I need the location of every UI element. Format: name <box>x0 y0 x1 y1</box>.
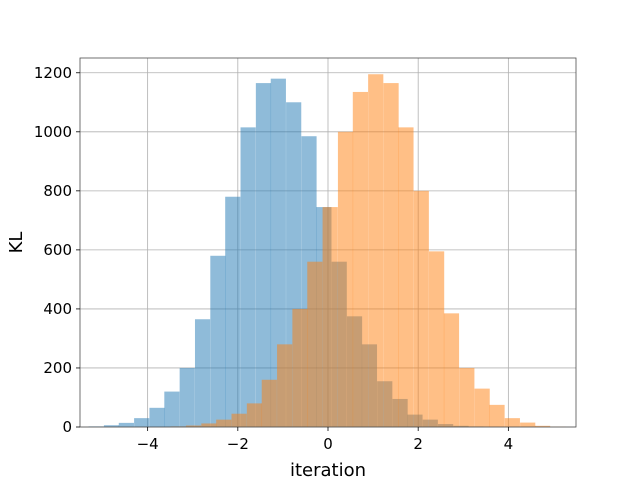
y-tick-label: 1000 <box>34 123 72 141</box>
histogram-bar <box>398 127 413 427</box>
histogram-bar <box>475 389 490 427</box>
histogram-bar <box>353 92 368 427</box>
histogram-bar <box>520 423 535 427</box>
x-tick-label: 4 <box>504 435 514 453</box>
histogram-bar <box>164 392 179 427</box>
histogram-bar <box>277 344 292 427</box>
x-tick-label: 0 <box>323 435 333 453</box>
x-tick-label: −2 <box>227 435 249 453</box>
y-tick-label: 0 <box>62 418 72 436</box>
histogram-bar <box>247 403 262 427</box>
x-axis-label: iteration <box>290 460 366 480</box>
x-tick-label: −4 <box>137 435 159 453</box>
histogram-bar <box>201 423 216 427</box>
histogram-bar <box>368 74 383 427</box>
histogram-bar <box>262 380 277 427</box>
histogram-bar <box>195 319 210 427</box>
y-axis-label: KL <box>6 232 27 254</box>
y-tick-label: 600 <box>43 241 72 259</box>
y-tick-label: 400 <box>43 300 72 318</box>
histogram-bar <box>225 197 240 427</box>
histogram-bar <box>459 368 474 427</box>
histogram-bar <box>383 83 398 427</box>
histogram-bar <box>210 256 225 427</box>
histogram-bar <box>256 83 271 427</box>
histogram-bar <box>323 207 338 427</box>
histogram-bar <box>338 132 353 427</box>
histogram-bar <box>444 313 459 427</box>
y-tick-label: 200 <box>43 359 72 377</box>
histogram-bar <box>505 418 520 427</box>
y-tick-label: 1200 <box>34 64 72 82</box>
histogram-bar <box>149 408 164 427</box>
bars-layer <box>89 74 566 427</box>
histogram-bar <box>241 127 256 427</box>
histogram-bar <box>180 368 195 427</box>
histogram-bar <box>216 420 231 427</box>
histogram-bar <box>134 418 149 427</box>
histogram-bar <box>119 423 134 427</box>
histogram-bar <box>489 405 504 427</box>
histogram-bar <box>307 262 322 427</box>
histogram-bar <box>429 251 444 427</box>
x-tick-label: 2 <box>413 435 423 453</box>
histogram-bar <box>232 414 247 427</box>
histogram-bar <box>414 191 429 427</box>
y-tick-label: 800 <box>43 182 72 200</box>
histogram-bar <box>292 309 307 427</box>
